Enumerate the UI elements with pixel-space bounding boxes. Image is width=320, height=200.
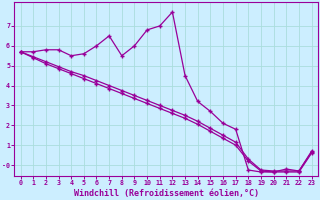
X-axis label: Windchill (Refroidissement éolien,°C): Windchill (Refroidissement éolien,°C) <box>74 189 259 198</box>
